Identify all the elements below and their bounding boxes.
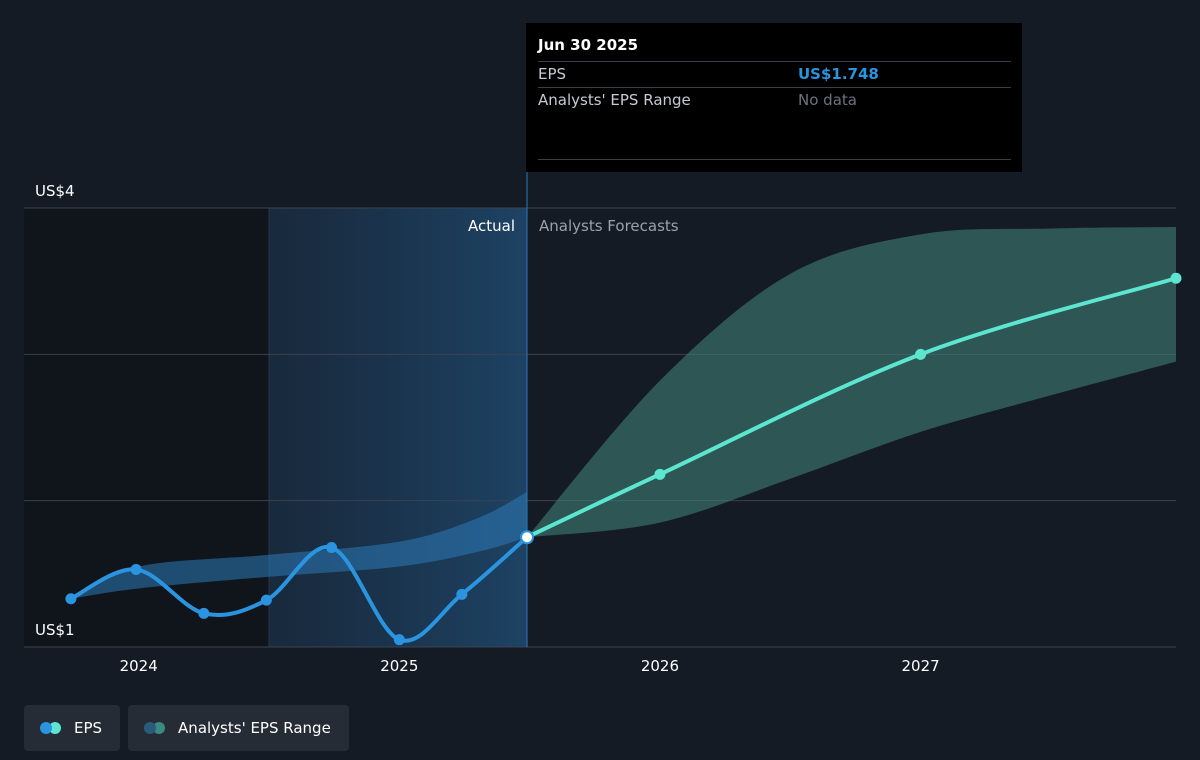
- legend: EPS Analysts' EPS Range: [24, 705, 349, 751]
- eps-line-forecast: [525, 276, 1178, 540]
- eps-point: [915, 348, 927, 360]
- forecast-label: Analysts Forecasts: [539, 217, 679, 235]
- tooltip-eps-label: EPS: [538, 65, 567, 83]
- y-tick-label: US$1: [35, 621, 75, 639]
- tooltip-divider: [538, 159, 1011, 160]
- tooltip-date: Jun 30 2025: [538, 36, 639, 54]
- actual-label: Actual: [468, 217, 515, 235]
- eps-point-selected: [520, 530, 535, 545]
- x-tick-label: 2024: [120, 657, 158, 675]
- eps-range-band-actual: [70, 491, 528, 599]
- eps-point: [130, 563, 142, 575]
- x-tick-label: 2026: [641, 657, 679, 675]
- tooltip-panel: Jun 30 2025 EPS US$1.748 Analysts' EPS R…: [526, 23, 1022, 172]
- legend-item-eps[interactable]: EPS: [24, 705, 121, 751]
- tooltip-range-value: No data: [798, 91, 857, 109]
- eps-point: [1170, 272, 1182, 284]
- eps-point: [393, 634, 405, 646]
- legend-range-label: Analysts' EPS Range: [178, 719, 331, 737]
- tooltip-row-eps: EPS US$1.748: [538, 61, 1011, 87]
- eps-point: [326, 541, 338, 553]
- x-tick-label: 2027: [901, 657, 939, 675]
- legend-range-swatch-icon: [144, 722, 166, 734]
- x-tick-label: 2025: [380, 657, 418, 675]
- eps-line-actual: [68, 535, 530, 643]
- y-tick-label: US$4: [35, 182, 75, 200]
- eps-point: [654, 468, 666, 480]
- legend-eps-swatch-icon: [40, 722, 62, 734]
- actual-highlight-region: [268, 208, 528, 647]
- eps-point: [65, 593, 77, 605]
- legend-item-eps-range[interactable]: Analysts' EPS Range: [128, 705, 349, 751]
- legend-eps-label: EPS: [74, 719, 103, 737]
- eps-point: [260, 594, 272, 606]
- eps-point: [456, 588, 468, 600]
- eps-point: [198, 607, 210, 619]
- tooltip-eps-value: US$1.748: [798, 65, 879, 83]
- tooltip-row-range: Analysts' EPS Range No data: [538, 87, 1011, 113]
- tooltip-range-label: Analysts' EPS Range: [538, 91, 691, 109]
